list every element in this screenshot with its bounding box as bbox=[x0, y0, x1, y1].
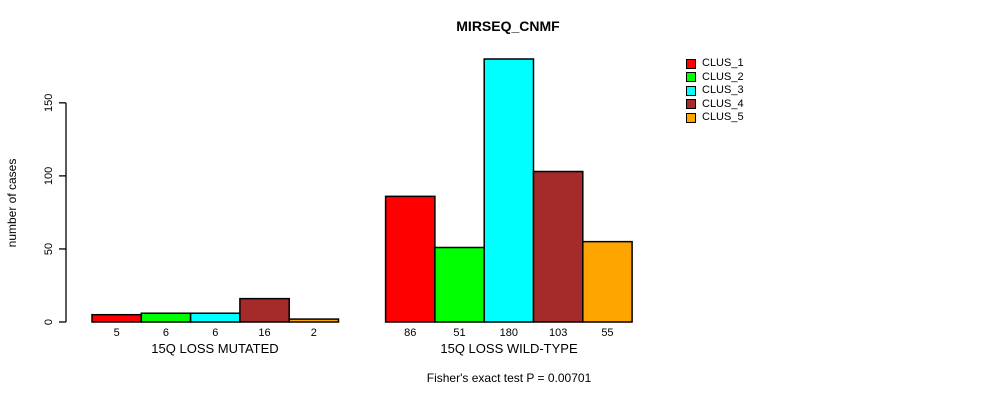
bar-clus_2-group1 bbox=[434, 246, 485, 323]
bar-value-label: 51 bbox=[453, 327, 465, 339]
bar-value-label: 55 bbox=[601, 327, 613, 339]
bar-value-label: 5 bbox=[114, 327, 120, 339]
legend-item-clus_5: CLUS_5 bbox=[686, 111, 744, 125]
bar-clus_2-group0 bbox=[140, 312, 192, 323]
bar-clus_4-group1 bbox=[532, 170, 584, 323]
bar-clus_1-group1 bbox=[384, 195, 436, 323]
legend-item-clus_4: CLUS_4 bbox=[686, 98, 744, 112]
legend-item-label: CLUS_1 bbox=[702, 57, 744, 70]
bar-value-label: 16 bbox=[258, 327, 270, 339]
fisher-test-annotation: Fisher's exact test P = 0.00701 bbox=[426, 371, 592, 385]
legend-item-label: CLUS_2 bbox=[702, 70, 744, 83]
bar-clus_3-group1 bbox=[483, 58, 535, 323]
bar-clus_1-group0 bbox=[91, 313, 143, 323]
bar-value-label: 86 bbox=[404, 327, 416, 339]
legend-item-label: CLUS_4 bbox=[702, 97, 744, 110]
chart-title: MIRSEQ_CNMF bbox=[456, 18, 560, 34]
bar-clus_5-group0 bbox=[288, 318, 340, 323]
y-tick-label: 50 bbox=[43, 243, 55, 255]
legend-color-swatch bbox=[686, 112, 696, 123]
legend-item-clus_1: CLUS_1 bbox=[686, 57, 744, 71]
bar-clus_4-group0 bbox=[239, 297, 290, 323]
category-label-mutated: 15Q LOSS MUTATED bbox=[151, 341, 279, 356]
legend-color-swatch bbox=[686, 99, 696, 110]
legend-color-swatch bbox=[686, 72, 696, 83]
bar-value-label: 2 bbox=[311, 327, 317, 339]
category-label-wild-type: 15Q LOSS WILD-TYPE bbox=[440, 341, 578, 356]
legend-color-swatch bbox=[686, 85, 696, 96]
legend-item-clus_3: CLUS_3 bbox=[686, 84, 744, 98]
y-tick-label: 150 bbox=[43, 94, 55, 112]
bar-clus_5-group1 bbox=[582, 240, 633, 323]
legend: CLUS_1 CLUS_2 CLUS_3 CLUS_4 CLUS_5 bbox=[686, 57, 744, 125]
bar-clus_3-group0 bbox=[189, 312, 241, 323]
bar-value-label: 6 bbox=[163, 327, 169, 339]
bar-value-label: 103 bbox=[549, 327, 567, 339]
y-tick-label: 0 bbox=[43, 319, 55, 325]
legend-item-label: CLUS_3 bbox=[702, 84, 744, 97]
legend-color-swatch bbox=[686, 58, 696, 69]
bar-value-label: 6 bbox=[212, 327, 218, 339]
legend-item-label: CLUS_5 bbox=[702, 111, 744, 124]
legend-item-clus_2: CLUS_2 bbox=[686, 71, 744, 85]
y-tick-label: 100 bbox=[43, 167, 55, 185]
bar-value-label: 180 bbox=[500, 327, 518, 339]
